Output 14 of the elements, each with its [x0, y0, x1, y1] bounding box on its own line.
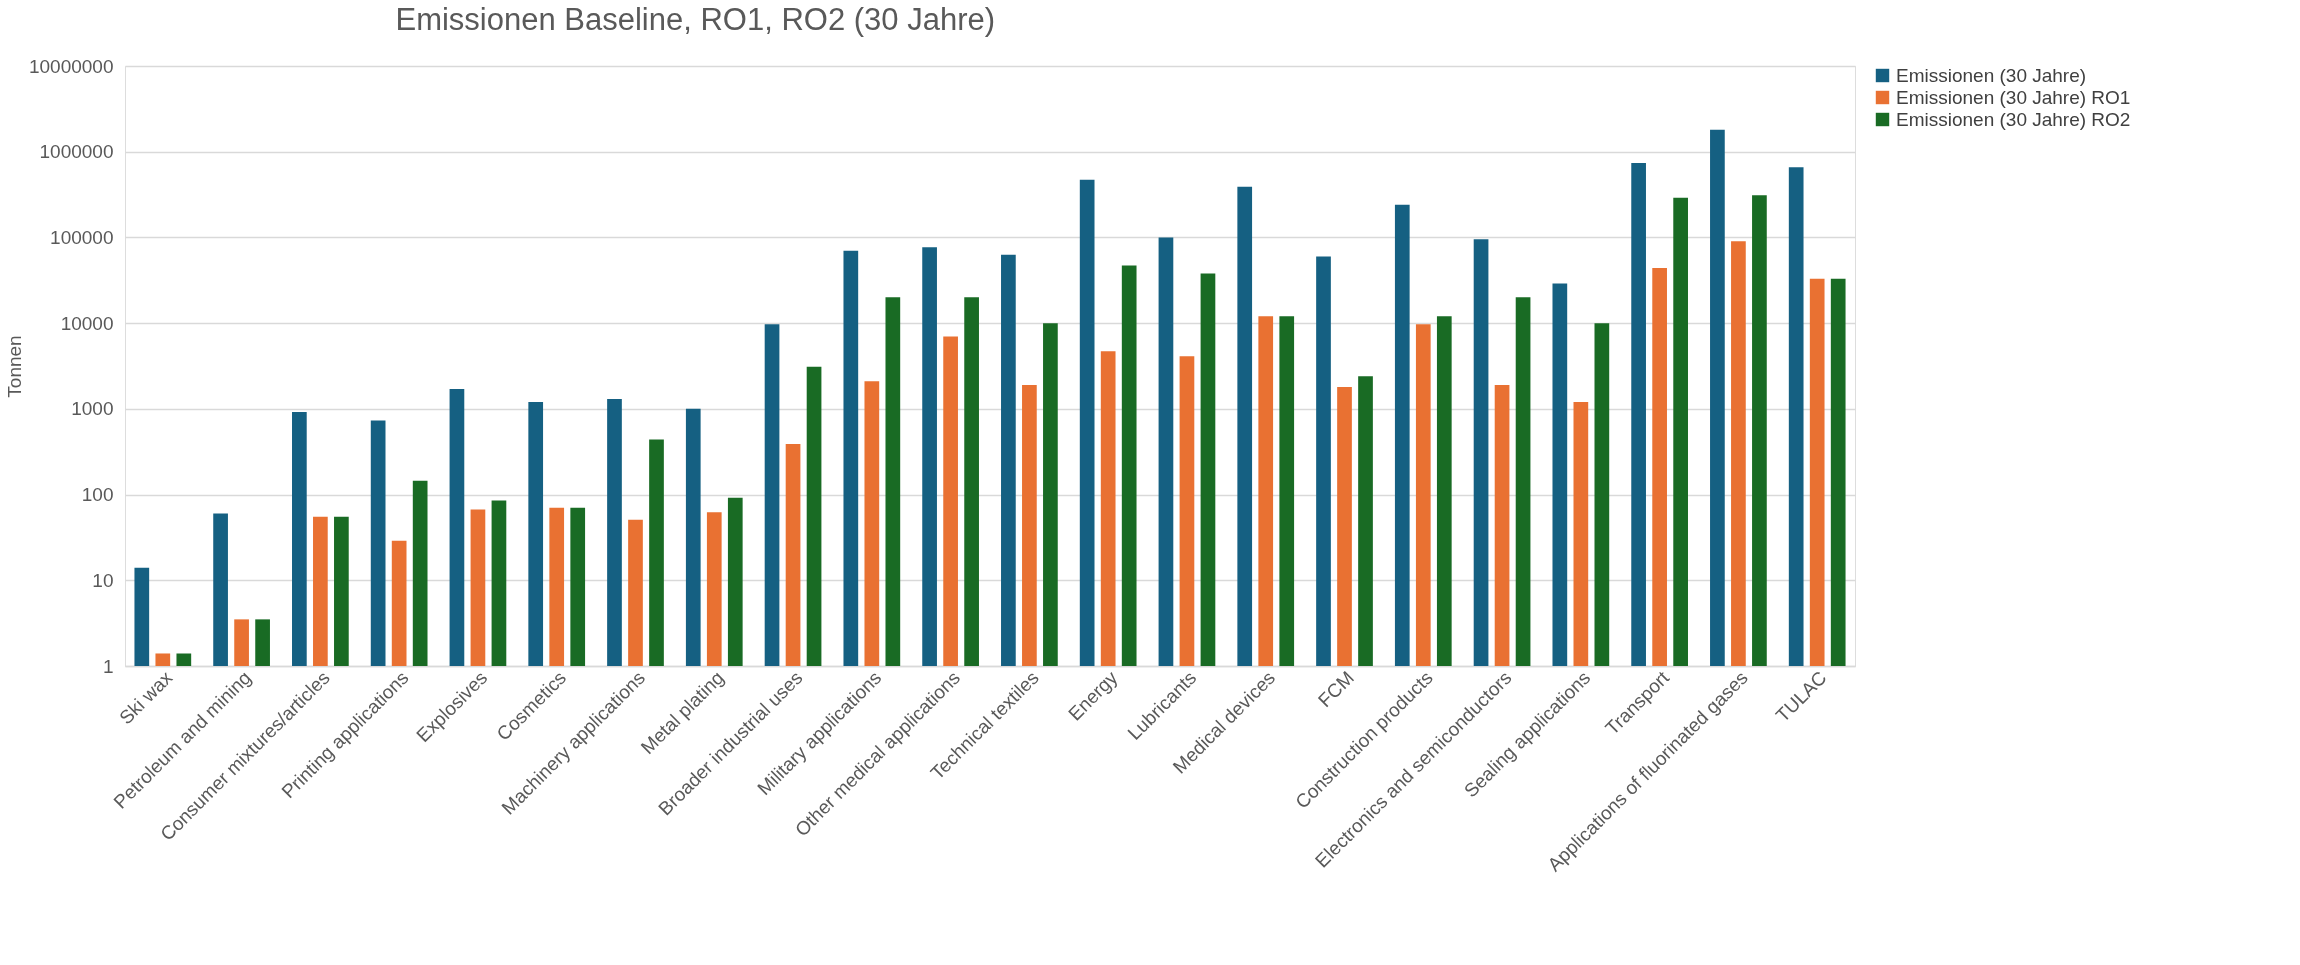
- chart-title: Emissionen Baseline, RO1, RO2 (30 Jahre): [395, 2, 996, 37]
- y-tick-label: 100000: [50, 226, 114, 248]
- y-tick-label: 10: [92, 569, 114, 591]
- x-tick-label: Ski wax: [115, 666, 177, 729]
- y-tick-label: 10000: [60, 312, 114, 334]
- legend-label: Emissionen (30 Jahre): [1896, 64, 2087, 86]
- legend-label: Emissionen (30 Jahre) RO2: [1896, 108, 2131, 130]
- legend-label: Emissionen (30 Jahre) RO1: [1896, 86, 2131, 108]
- y-tick-label: 100: [81, 484, 114, 506]
- y-tick-label: 10000000: [28, 55, 114, 77]
- y-tick-label: 1: [102, 655, 114, 677]
- y-axis-title: Tonnen: [3, 335, 25, 398]
- y-tick-label: 1000000: [39, 141, 114, 163]
- y-tick-label: 1000: [71, 398, 114, 420]
